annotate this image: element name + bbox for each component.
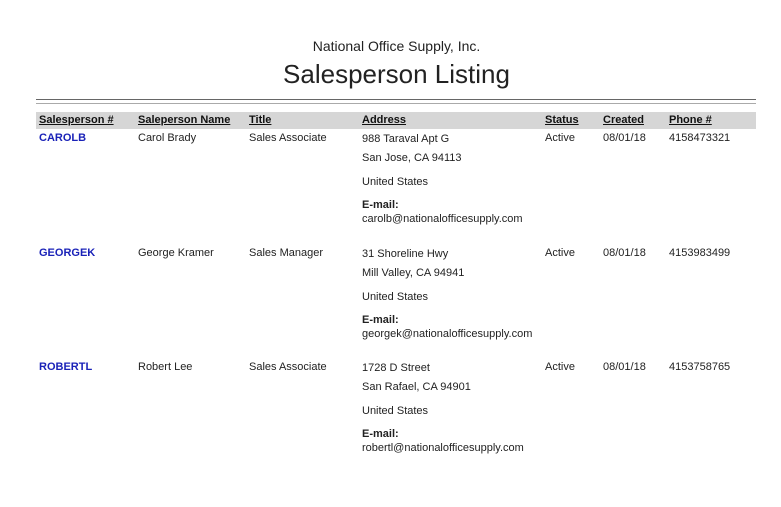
address-country: United States xyxy=(362,405,429,417)
address-block: 1728 D Street San Rafael, CA 94901 Unite… xyxy=(362,361,540,455)
email-value: robertl@nationalofficesupply.com xyxy=(362,442,524,454)
column-header-created[interactable]: Created xyxy=(603,114,644,126)
email-label: E-mail: xyxy=(362,428,399,440)
created-date: 08/01/18 xyxy=(603,361,646,373)
phone: 4158473321 xyxy=(669,132,731,144)
company-name: National Office Supply, Inc. xyxy=(312,38,481,54)
status: Active xyxy=(545,247,575,259)
email-label: E-mail: xyxy=(362,199,399,211)
phone: 4153983499 xyxy=(669,247,731,259)
address-line-1: 1728 D Street xyxy=(362,362,430,374)
column-header-phone[interactable]: Phone # xyxy=(669,114,712,126)
salesperson-title: Sales Associate xyxy=(249,132,327,144)
phone: 4153758765 xyxy=(669,361,731,373)
address-line-1: 988 Taraval Apt G xyxy=(362,133,450,145)
status: Active xyxy=(545,361,575,373)
salesperson-name: Robert Lee xyxy=(138,361,193,373)
status: Active xyxy=(545,132,575,144)
email-value: carolb@nationalofficesupply.com xyxy=(362,213,523,225)
email-label: E-mail: xyxy=(362,314,399,326)
salesperson-title: Sales Associate xyxy=(249,361,327,373)
address-line-2: Mill Valley, CA 94941 xyxy=(362,267,465,279)
column-header-status[interactable]: Status xyxy=(545,114,579,126)
table-row: ROBERTL Robert Lee Sales Associate 1728 … xyxy=(0,361,781,475)
address-block: 31 Shoreline Hwy Mill Valley, CA 94941 U… xyxy=(362,247,540,341)
column-header-name[interactable]: Saleperson Name xyxy=(138,114,231,126)
column-header-salesperson-id[interactable]: Salesperson # xyxy=(39,114,114,126)
table-header-bar xyxy=(36,112,756,129)
created-date: 08/01/18 xyxy=(603,247,646,259)
address-line-1: 31 Shoreline Hwy xyxy=(362,248,449,260)
column-header-address[interactable]: Address xyxy=(362,114,407,126)
salesperson-title: Sales Manager xyxy=(249,247,323,259)
table-row: CAROLB Carol Brady Sales Associate 988 T… xyxy=(0,132,781,246)
table-row: GEORGEK George Kramer Sales Manager 31 S… xyxy=(0,247,781,361)
salesperson-name: Carol Brady xyxy=(138,132,197,144)
address-line-2: San Jose, CA 94113 xyxy=(362,152,462,164)
salesperson-id-link[interactable]: CAROLB xyxy=(39,132,87,144)
address-country: United States xyxy=(362,291,429,303)
created-date: 08/01/18 xyxy=(603,132,646,144)
salesperson-name: George Kramer xyxy=(138,247,214,259)
address-block: 988 Taraval Apt G San Jose, CA 94113 Uni… xyxy=(362,132,540,226)
salesperson-id-link[interactable]: ROBERTL xyxy=(39,361,93,373)
address-line-2: San Rafael, CA 94901 xyxy=(362,381,471,393)
salesperson-id-link[interactable]: GEORGEK xyxy=(39,247,96,259)
divider xyxy=(36,103,756,104)
address-country: United States xyxy=(362,176,429,188)
divider xyxy=(36,99,756,100)
column-header-title[interactable]: Title xyxy=(249,114,272,126)
report-title: Salesperson Listing xyxy=(283,59,510,89)
email-value: georgek@nationalofficesupply.com xyxy=(362,328,533,340)
